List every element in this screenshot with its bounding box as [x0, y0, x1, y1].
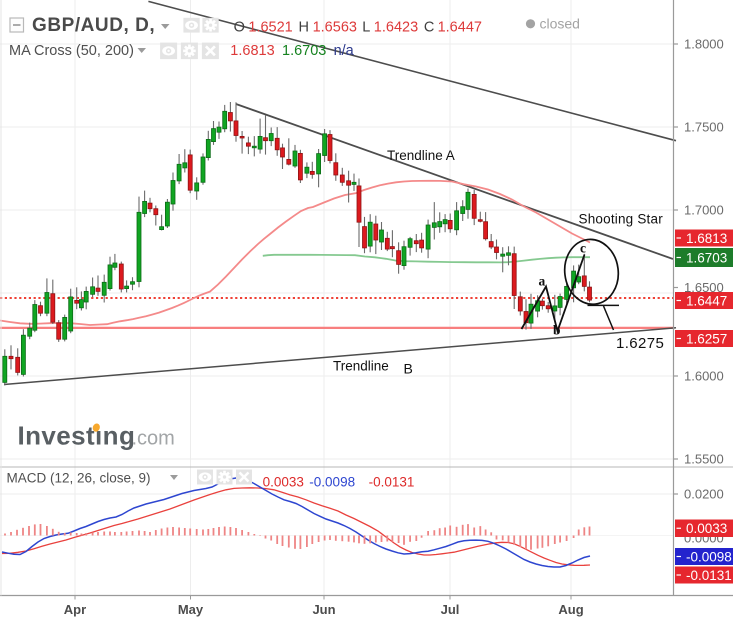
svg-text:MACD (12, 26, close, 9): MACD (12, 26, close, 9) — [7, 471, 151, 486]
svg-text:Jun: Jun — [312, 602, 335, 617]
svg-text:0.0033-0.0098-0.0131: 0.0033 -0.0098 -0.0131 — [263, 475, 415, 490]
svg-text:Apr: Apr — [64, 602, 86, 617]
svg-text:1.6000: 1.6000 — [684, 369, 724, 384]
svg-text:1.6813: 1.6813 — [686, 231, 727, 246]
svg-text:MA Cross (50, 200): MA Cross (50, 200) — [9, 43, 134, 59]
svg-text:1.6257: 1.6257 — [686, 331, 727, 346]
svg-text:a: a — [539, 274, 546, 289]
svg-text:Trendline A: Trendline A — [387, 148, 455, 163]
svg-text:1.5500: 1.5500 — [684, 452, 724, 467]
svg-text:1.6447: 1.6447 — [686, 293, 727, 308]
svg-text:1.7000: 1.7000 — [684, 203, 724, 218]
svg-text:-0.0131: -0.0131 — [686, 568, 732, 583]
svg-text:0.0033: 0.0033 — [686, 521, 727, 536]
svg-text:1.8000: 1.8000 — [684, 37, 724, 52]
svg-text:0.0200: 0.0200 — [684, 487, 724, 502]
svg-text:1.6703: 1.6703 — [686, 250, 727, 265]
svg-text:1.6500: 1.6500 — [684, 280, 724, 295]
svg-text:Aug: Aug — [558, 602, 583, 617]
svg-text:May: May — [178, 602, 204, 617]
svg-text:Shooting Star: Shooting Star — [579, 212, 664, 227]
svg-text:Trendline: Trendline — [333, 359, 389, 374]
svg-text:b: b — [553, 323, 561, 338]
svg-text:.com: .com — [132, 428, 175, 450]
svg-text:closed: closed — [540, 16, 580, 32]
svg-text:-0.0098: -0.0098 — [686, 549, 732, 564]
svg-text:1.7500: 1.7500 — [684, 120, 724, 135]
svg-text:B: B — [404, 361, 413, 377]
svg-text:c: c — [580, 241, 586, 256]
svg-text:Jul: Jul — [441, 602, 460, 617]
svg-text:Investıng: Investıng — [18, 421, 136, 451]
svg-text:GBP/AUD, D,: GBP/AUD, D, — [32, 15, 155, 36]
svg-text:1.6275: 1.6275 — [616, 335, 664, 352]
